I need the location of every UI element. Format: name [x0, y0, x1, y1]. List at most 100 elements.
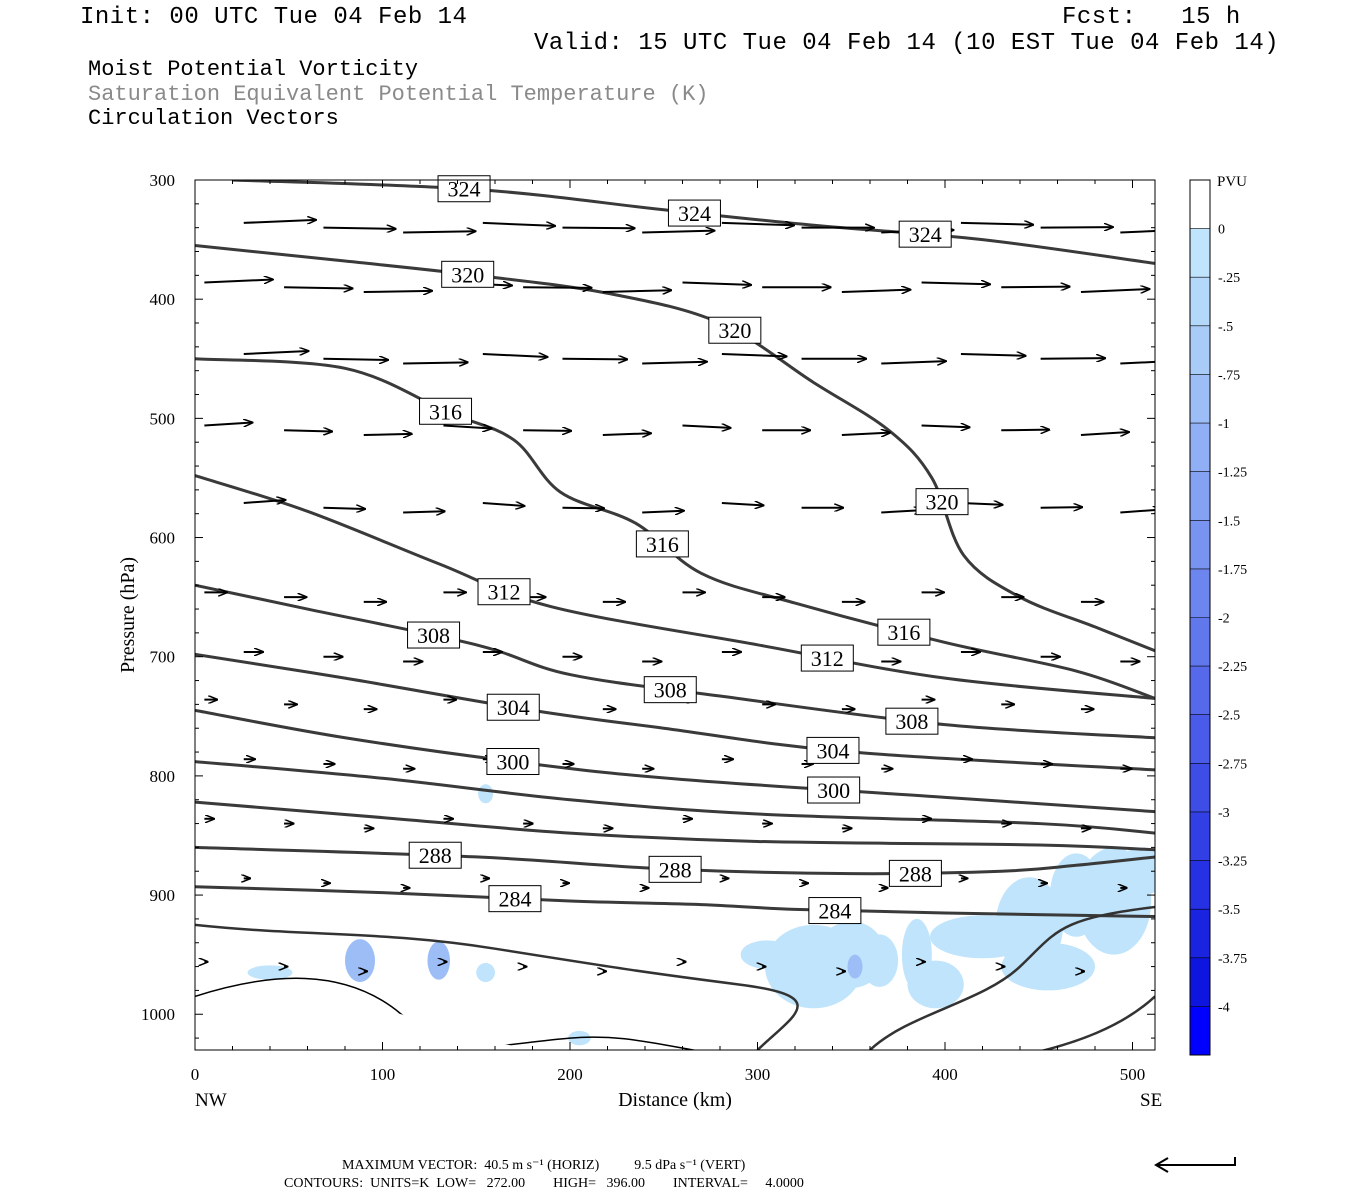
contour-label: 308	[885, 707, 939, 735]
colorbar-swatch	[1190, 228, 1210, 278]
colorbar-swatch	[1190, 1006, 1210, 1055]
vector-arrow	[243, 500, 286, 503]
contour-label-box	[477, 578, 531, 606]
contour-line	[1040, 995, 1155, 1050]
contour-label: 284	[808, 897, 862, 925]
y-axis-label: Pressure (hPa)	[117, 557, 139, 673]
colorbar-swatch	[1190, 811, 1210, 861]
pv-region	[1001, 942, 1095, 991]
title-vectors: Circulation Vectors	[88, 106, 339, 131]
vector-arrow	[602, 433, 651, 435]
colorbar-label: -.75	[1218, 368, 1240, 383]
contour-label-text: 324	[448, 177, 481, 202]
colorbar-label: -2	[1218, 612, 1230, 627]
colorbar-swatch	[1190, 471, 1210, 521]
pv-region	[860, 934, 899, 987]
vector-arrow	[1080, 289, 1149, 292]
vector-arrow	[1040, 227, 1113, 228]
colorbar-swatch	[1190, 714, 1210, 764]
contour-label: 312	[800, 644, 854, 672]
vector-arrow	[1120, 229, 1155, 234]
contour-line	[195, 652, 1155, 772]
contour-label: 304	[806, 736, 860, 764]
vector-arrow	[284, 430, 332, 431]
colorbar-label: -1	[1218, 417, 1230, 432]
vector-arrow	[562, 508, 605, 509]
vector-arrow	[1001, 287, 1069, 288]
contour-label: 320	[915, 488, 969, 516]
colorbar-swatch	[1190, 909, 1210, 958]
y-tick-label: 400	[150, 290, 176, 309]
x-tick-label: 200	[557, 1065, 583, 1084]
vector-arrow	[323, 508, 365, 509]
contour-label-box	[808, 897, 862, 925]
vector-arrow	[682, 426, 731, 428]
contour-label-text: 312	[488, 580, 521, 605]
colorbar-swatch	[1190, 325, 1210, 375]
contour-label-text: 304	[497, 695, 530, 720]
y-tick-label: 900	[150, 886, 176, 905]
contour-label-box	[408, 841, 462, 869]
colorbar-label: -3	[1218, 806, 1230, 821]
contour-label-box	[488, 885, 542, 913]
contour-line	[195, 885, 1155, 919]
colorbar-swatch	[1190, 617, 1210, 667]
title-pv: Moist Potential Vorticity	[88, 57, 419, 82]
contour-label-text: 320	[718, 318, 751, 343]
vector-arrow	[921, 282, 990, 284]
contour-line	[195, 583, 1155, 740]
contour-label: 308	[643, 676, 697, 704]
contour-label-box	[635, 530, 689, 558]
theta-es-contours	[195, 180, 1155, 1050]
vector-arrow	[682, 282, 751, 284]
contour-label-box	[441, 260, 495, 288]
x-tick-label: 500	[1120, 1065, 1146, 1084]
contour-label-text: 320	[451, 262, 484, 287]
contour-label-text: 300	[817, 778, 850, 803]
vector-arrow	[243, 220, 316, 223]
contour-line	[195, 244, 1155, 653]
vector-arrow	[881, 361, 946, 363]
contour-label-text: 284	[818, 899, 851, 924]
vector-arrow	[602, 290, 671, 292]
contour-label: 300	[807, 776, 861, 804]
contour-label: 316	[635, 530, 689, 558]
colorbar-swatch	[1190, 763, 1210, 812]
contour-label: 288	[888, 859, 942, 887]
colorbar: 0 -.25 -.5 -.75 -1 -1.25 -1.5 -1.75 -2 -2.25 -2.5 -…	[1189, 179, 1247, 1056]
contour-line	[232, 180, 1155, 265]
contour-label: 284	[488, 885, 542, 913]
colorbar-swatch	[1190, 860, 1210, 910]
x-tick-label: 300	[745, 1065, 771, 1084]
vector-arrow	[841, 290, 910, 292]
colorbar-label: 0	[1218, 223, 1225, 238]
vector-arrow	[482, 223, 555, 226]
colorbar-label: -3.25	[1218, 855, 1247, 870]
contour-label-box	[708, 316, 762, 344]
vector-arrow	[721, 354, 787, 356]
vector-arrow	[1120, 510, 1155, 513]
contour-label-box	[877, 618, 931, 646]
title-theta-es: Saturation Equivalent Potential Temperat…	[88, 82, 709, 107]
y-tick-label: 300	[150, 171, 176, 190]
colorbar-title: PVU	[1217, 174, 1247, 190]
contour-label: 320	[708, 316, 762, 344]
contour-label-text: 316	[646, 532, 679, 557]
vector-arrow	[1120, 360, 1155, 365]
colorbar-swatch	[1190, 568, 1210, 618]
vector-arrow	[482, 503, 525, 506]
y-tick-label: 1000	[141, 1005, 175, 1024]
contour-label-box	[807, 776, 861, 804]
colorbar-label: -3.75	[1218, 952, 1247, 967]
axes: 300 400 500 600 700 800 900 1000 0 100 200 300 400 50…	[141, 171, 1155, 1084]
colorbar-swatch	[1190, 180, 1210, 229]
pv-region	[345, 939, 375, 983]
contour-label: 316	[419, 397, 473, 425]
plot-frame	[194, 179, 1156, 1051]
contour-label-box	[486, 748, 540, 776]
vector-arrow	[523, 430, 571, 431]
contour-label-box	[486, 693, 540, 721]
contour-label-box	[806, 736, 860, 764]
colorbar-label: -2.25	[1218, 660, 1247, 675]
